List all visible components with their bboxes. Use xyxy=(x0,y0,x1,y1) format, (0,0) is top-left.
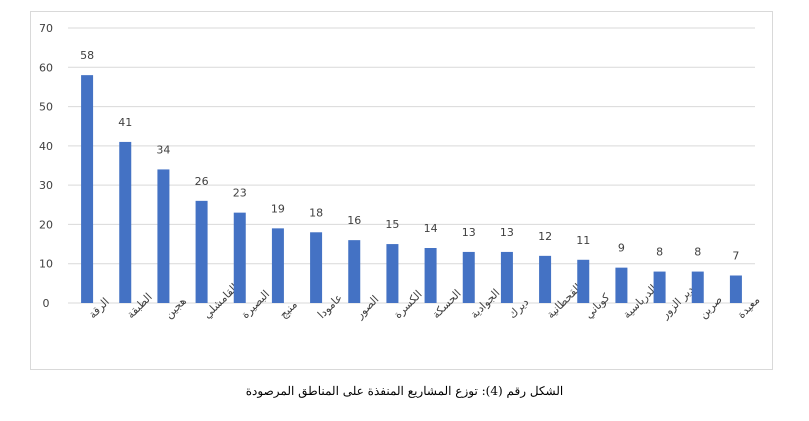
data-label: 8 xyxy=(694,246,701,259)
data-label: 14 xyxy=(424,222,438,235)
data-label: 7 xyxy=(732,250,739,263)
data-label: 16 xyxy=(347,214,361,227)
bar xyxy=(386,244,399,303)
y-tick-label: 50 xyxy=(39,101,53,114)
y-tick-label: 40 xyxy=(39,140,53,153)
bar xyxy=(424,248,437,303)
data-label: 11 xyxy=(576,234,590,247)
data-label: 58 xyxy=(80,49,94,62)
y-tick-label: 60 xyxy=(39,61,53,74)
bar xyxy=(119,141,132,303)
figure-caption: الشكل رقم (4): توزع المشاريع المنفذة على… xyxy=(245,384,564,398)
data-label: 34 xyxy=(156,143,170,156)
bar xyxy=(577,259,590,303)
bar xyxy=(729,275,742,303)
bar xyxy=(691,271,704,303)
data-label: 19 xyxy=(271,202,285,215)
data-label: 12 xyxy=(538,230,552,243)
data-label: 9 xyxy=(618,242,625,255)
bar xyxy=(615,267,628,303)
data-label: 13 xyxy=(500,226,514,239)
bar xyxy=(195,200,208,303)
bar xyxy=(310,232,323,303)
data-label: 18 xyxy=(309,206,323,219)
data-label: 23 xyxy=(233,187,247,200)
data-label: 13 xyxy=(462,226,476,239)
y-tick-label: 70 xyxy=(39,22,53,35)
bar xyxy=(462,251,475,303)
bar xyxy=(348,240,361,303)
bar xyxy=(653,271,666,303)
bar xyxy=(233,212,246,303)
data-label: 8 xyxy=(656,246,663,259)
bar xyxy=(157,169,170,303)
data-label: 41 xyxy=(118,116,132,129)
y-tick-label: 20 xyxy=(39,218,53,231)
bar xyxy=(539,255,552,303)
y-tick-label: 10 xyxy=(39,258,53,271)
bar xyxy=(500,251,513,303)
bar xyxy=(271,228,284,303)
data-label: 26 xyxy=(195,175,209,188)
y-tick-label: 0 xyxy=(43,297,50,310)
y-tick-label: 30 xyxy=(39,179,53,192)
data-label: 15 xyxy=(385,218,399,231)
chart-frame xyxy=(30,11,773,370)
bar xyxy=(81,75,94,304)
